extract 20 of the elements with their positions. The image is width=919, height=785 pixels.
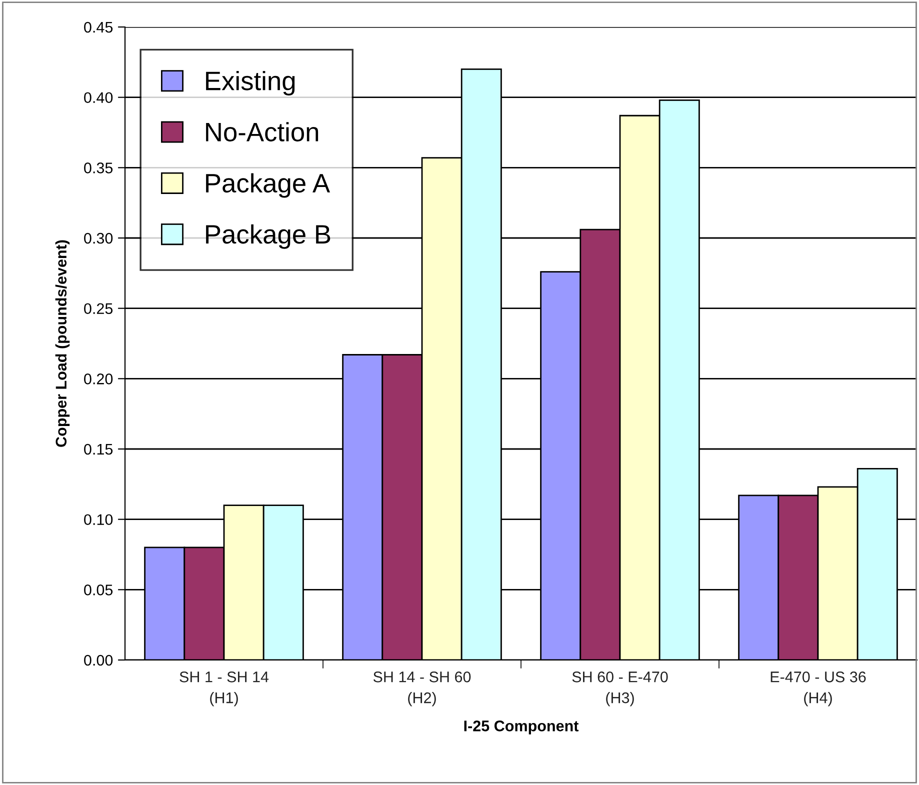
y-tick-label: 0.15 [84,444,113,455]
x-tick-label: SH 1 - SH 14 (H1) [180,672,269,706]
legend-label: No-Action [206,122,318,142]
legend-label: Package A [206,173,330,198]
legend-label: Existing [206,70,295,96]
y-tick-label: 0.30 [84,232,113,244]
y-tick-label: 0.35 [84,162,113,174]
y-axis-title: Copper Load (pounds/event) [55,240,70,447]
y-tick-label: 0.00 [84,654,113,666]
x-tick-label: SH 60 - E-470 (H3) [572,672,668,706]
x-axis-title: I-25 Component [464,720,579,734]
y-tick-label: 0.05 [84,584,113,596]
y-tick-label: 0.10 [84,514,113,526]
legend-label: Package B [206,224,330,249]
y-tick-label: 0.45 [84,22,113,33]
y-tick-label: 0.40 [84,92,113,104]
y-tick-label: 0.25 [84,303,113,314]
x-tick-label: SH 14 - SH 60 (H2) [373,672,471,706]
y-tick-label: 0.20 [84,374,113,384]
x-tick-label: E-470 - US 36 (H4) [770,672,866,706]
